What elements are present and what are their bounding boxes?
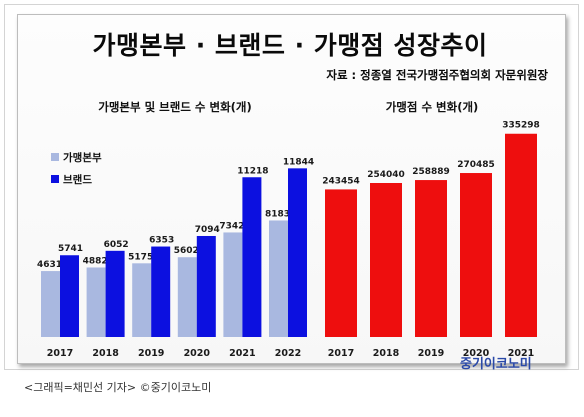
bar-store-2018 bbox=[370, 183, 402, 337]
right-chart-title: 가맹점 수 변화(개) bbox=[386, 100, 479, 114]
image-caption: <그래픽=채민선 기자> ©중기이코노미 bbox=[24, 381, 212, 394]
x-tick-left-2020: 2020 bbox=[184, 348, 211, 359]
bar-store-2021 bbox=[505, 133, 537, 337]
legend-label-franchisor: 가맹본부 bbox=[63, 151, 102, 164]
legend-swatch-brand bbox=[51, 175, 59, 183]
x-tick-right-2021: 2021 bbox=[508, 348, 534, 359]
x-tick-left-2021: 2021 bbox=[229, 348, 255, 359]
brand-logo: 중기이코노미 bbox=[460, 357, 532, 372]
value-label-brand-2017: 5741 bbox=[58, 244, 83, 254]
value-label-franchisor-2021: 7342 bbox=[219, 221, 244, 231]
main-title: 가맹본부 · 브랜드 · 가맹점 성장추이 bbox=[92, 31, 488, 60]
value-label-franchisor-2019: 5175 bbox=[128, 252, 153, 262]
legend-swatch-franchisor bbox=[51, 153, 59, 161]
bar-brand-2019 bbox=[151, 246, 171, 337]
value-label-franchisor-2017: 4631 bbox=[37, 260, 62, 270]
bar-store-2017 bbox=[325, 189, 357, 337]
bar-franchisor-2022 bbox=[269, 220, 288, 337]
value-label-brand-2020: 7094 bbox=[195, 225, 220, 235]
bar-franchisor-2019 bbox=[132, 263, 152, 337]
bar-brand-2021 bbox=[242, 177, 262, 337]
x-tick-left-2019: 2019 bbox=[138, 348, 164, 359]
value-label-store-2018: 254040 bbox=[367, 170, 405, 180]
x-tick-left-2017: 2017 bbox=[47, 348, 73, 359]
left-chart-bars: 4631 5741 2017 4882 6052 2018 5175 6353 2019 5602… bbox=[37, 157, 314, 359]
value-label-store-2019: 258889 bbox=[412, 167, 450, 177]
bar-franchisor-2017 bbox=[41, 271, 60, 337]
bar-brand-2018 bbox=[105, 250, 125, 337]
bar-franchisor-2021 bbox=[223, 232, 243, 337]
value-label-brand-2018: 6052 bbox=[104, 240, 129, 250]
bar-brand-2017 bbox=[60, 255, 79, 337]
right-chart-bars: 243454 2017 254040 2018 258889 2019 270485 2020… bbox=[322, 121, 540, 359]
value-label-franchisor-2022: 8183 bbox=[265, 209, 290, 219]
value-label-store-2020: 270485 bbox=[457, 160, 495, 170]
bar-franchisor-2018 bbox=[86, 267, 106, 337]
x-tick-right-2019: 2019 bbox=[418, 348, 444, 359]
bar-store-2019 bbox=[415, 180, 447, 337]
x-tick-left-2022: 2022 bbox=[275, 348, 301, 359]
left-chart-title: 가맹본부 및 브랜드 수 변화(개) bbox=[98, 100, 252, 114]
bar-brand-2022 bbox=[288, 168, 307, 337]
x-tick-right-2020: 2020 bbox=[463, 348, 490, 359]
bar-franchisor-2020 bbox=[177, 257, 197, 337]
value-label-store-2017: 243454 bbox=[322, 176, 360, 186]
value-label-brand-2019: 6353 bbox=[149, 236, 174, 246]
source-note: 자료 : 정종열 전국가맹점주협의회 자문위원장 bbox=[326, 68, 548, 82]
legend-label-brand: 브랜드 bbox=[63, 173, 92, 186]
x-tick-right-2018: 2018 bbox=[373, 348, 400, 359]
value-label-franchisor-2018: 4882 bbox=[83, 256, 108, 266]
bar-brand-2020 bbox=[196, 235, 216, 337]
value-label-brand-2022: 11844 bbox=[283, 157, 314, 167]
value-label-store-2021: 335298 bbox=[502, 121, 540, 131]
x-tick-left-2018: 2018 bbox=[92, 348, 119, 359]
value-label-franchisor-2020: 5602 bbox=[174, 246, 199, 256]
x-tick-right-2017: 2017 bbox=[328, 348, 354, 359]
value-label-brand-2021: 11218 bbox=[237, 166, 268, 176]
bar-store-2020 bbox=[460, 173, 492, 337]
